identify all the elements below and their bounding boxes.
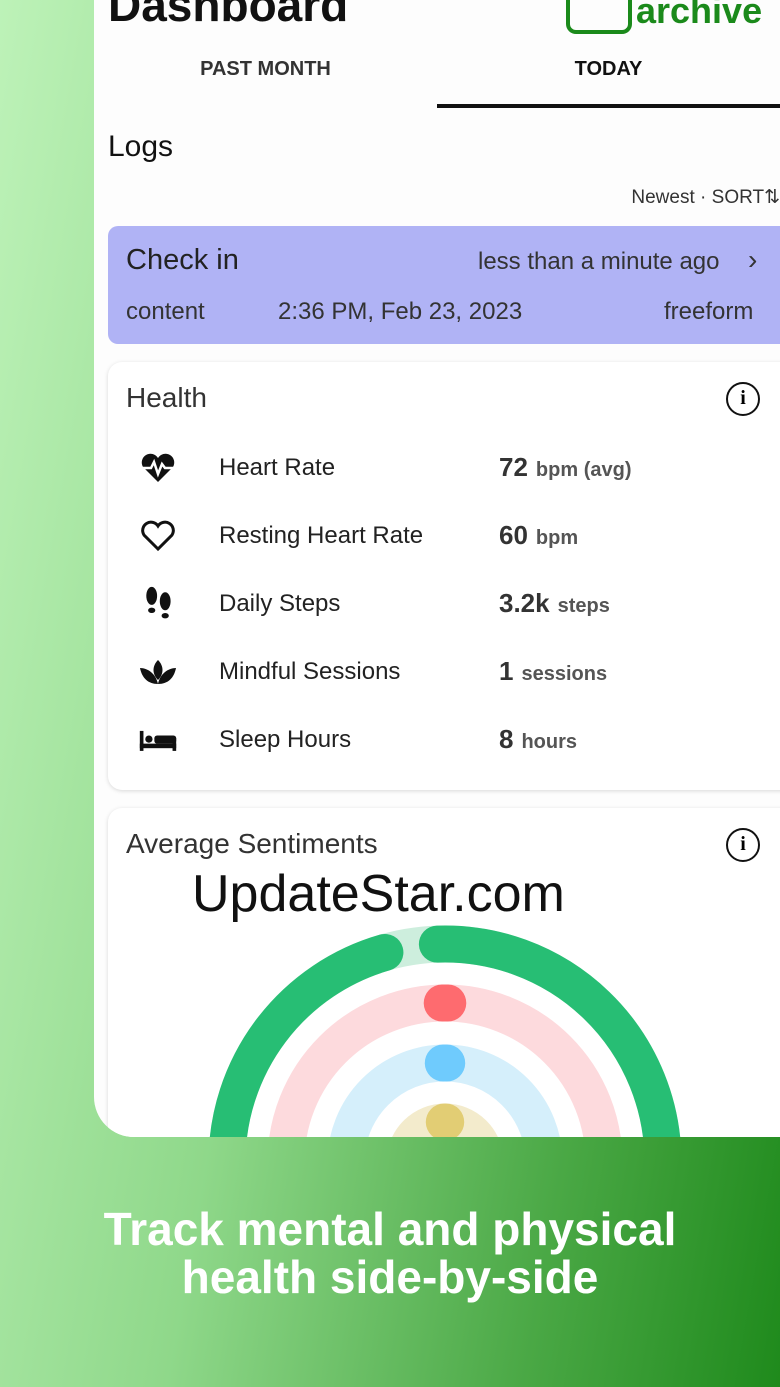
health-label: Daily Steps <box>219 590 341 617</box>
watermark: UpdateStar.com <box>192 865 565 923</box>
tab-past-month[interactable]: PAST MONTH <box>200 58 331 80</box>
info-icon[interactable]: i <box>726 828 760 862</box>
health-title: Health <box>126 382 207 413</box>
bed-icon <box>139 730 177 751</box>
health-label: Resting Heart Rate <box>219 522 424 549</box>
health-row: Mindful Sessions 1 sessions <box>108 652 780 692</box>
logs-heading: Logs <box>108 130 174 163</box>
sentiments-title: Average Sentiments <box>126 828 378 859</box>
chevron-right-icon: › <box>748 244 758 275</box>
page-title: Dashboard <box>108 0 349 31</box>
health-label: Heart Rate <box>219 454 336 481</box>
health-value: 72 bpm (avg) <box>499 452 632 482</box>
checkin-log-card[interactable]: Check in less than a minute ago › conten… <box>108 226 780 344</box>
health-value: 3.2k steps <box>499 588 610 618</box>
sentiments-card: Average Sentiments i <box>108 808 780 1137</box>
sort-order: Newest <box>631 187 695 208</box>
health-row: Resting Heart Rate 60 bpm <box>108 516 780 556</box>
health-card: Health i Heart Rate 72 bpm (avg) Resting … <box>108 362 780 790</box>
caption-line-1: Track mental and physical <box>103 1203 677 1255</box>
checkin-datetime: 2:36 PM, Feb 23, 2023 <box>278 298 523 325</box>
health-row: Sleep Hours 8 hours <box>108 720 780 760</box>
sentiment-rings-chart <box>209 925 681 1137</box>
archive-button[interactable]: archive <box>566 0 762 34</box>
health-label: Sleep Hours <box>219 726 352 753</box>
sort-control[interactable]: Newest · SORT⇅ <box>631 187 780 208</box>
checkin-mode: freeform <box>664 298 754 325</box>
caption-line-2: health side-by-side <box>181 1251 599 1303</box>
sort-label: SORT⇅ <box>711 187 780 208</box>
promo-caption: Track mental and physical health side-by… <box>0 1205 780 1301</box>
health-row: Daily Steps 3.2k steps <box>108 584 780 624</box>
heartbeat-icon <box>141 453 175 482</box>
heart-outline-icon <box>141 520 175 552</box>
checkin-relative-time: less than a minute ago <box>478 248 720 275</box>
health-label: Mindful Sessions <box>219 658 401 685</box>
checkin-type: content <box>126 298 205 325</box>
ring-segment <box>418 925 681 1137</box>
ring-segment <box>209 933 404 1137</box>
archive-label: archive <box>636 0 763 31</box>
archive-icon <box>566 0 632 34</box>
tab-today[interactable]: TODAY <box>437 56 780 108</box>
checkin-title: Check in <box>126 244 239 276</box>
lotus-icon <box>140 660 176 684</box>
footprints-icon <box>146 586 171 619</box>
tab-bar: PAST MONTH TODAY <box>94 56 780 108</box>
health-value: 1 sessions <box>499 656 608 686</box>
info-icon[interactable]: i <box>726 382 760 416</box>
health-row: Heart Rate 72 bpm (avg) <box>108 448 780 488</box>
health-value: 60 bpm <box>499 520 579 550</box>
health-value: 8 hours <box>499 724 578 754</box>
app-screen: Dashboard archive PAST MONTH TODAY Logs … <box>94 0 780 1137</box>
